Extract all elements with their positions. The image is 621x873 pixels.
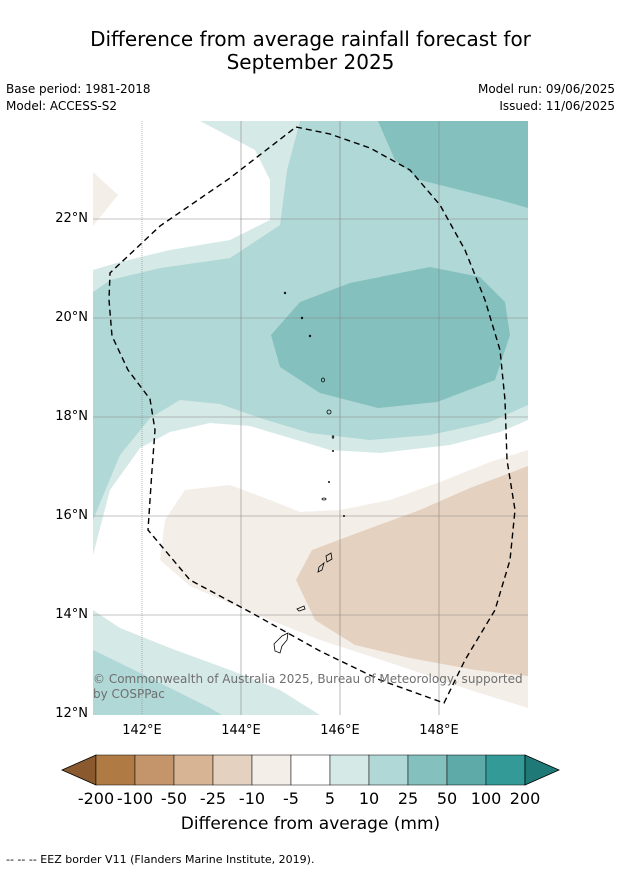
lat-label-20: 20°N	[55, 310, 88, 325]
lat-label-14: 14°N	[55, 607, 88, 622]
colorbar-tick-label: -200	[77, 789, 115, 808]
lat-label-18: 18°N	[55, 409, 88, 424]
model-run: Model run: 09/06/2025	[477, 82, 615, 96]
colorbar-extend-low	[61, 754, 97, 786]
colorbar-label: Difference from average (mm)	[180, 814, 441, 834]
copyright-notice: © Commonwealth of Australia 2025, Bureau…	[93, 672, 523, 701]
colorbar	[61, 754, 560, 786]
band-50-100-middle	[271, 267, 510, 408]
lat-label-12: 12°N	[55, 706, 88, 721]
lon-label-146: 146°E	[320, 723, 360, 738]
map-title: Difference from average rainfall forecas…	[0, 28, 621, 74]
colorbar-tick-label: -5	[283, 789, 299, 808]
band-wet-bottom	[93, 650, 222, 715]
colorbar-segment	[95, 754, 136, 786]
colorbar-segment	[407, 754, 448, 786]
title-line-2: September 2025	[226, 50, 395, 74]
lon-label-142: 142°E	[122, 723, 162, 738]
colorbar-tick-label: 200	[509, 789, 541, 808]
colorbar-segment	[446, 754, 487, 786]
colorbar-tick-label: -10	[238, 789, 266, 808]
colorbar-segment	[329, 754, 370, 786]
colorbar-tick-label: 25	[397, 789, 419, 808]
colorbar-tick-label: 10	[358, 789, 380, 808]
band-dry-10-25	[296, 466, 528, 676]
colorbar-tick-label: 5	[324, 789, 336, 808]
colorbar-segment	[134, 754, 175, 786]
colorbar-segment	[368, 754, 409, 786]
map-area	[93, 121, 528, 715]
colorbar-segment	[212, 754, 253, 786]
meta-left: Base period: 1981-2018 Model: ACCESS-S2	[6, 81, 151, 115]
colorbar-segment	[251, 754, 292, 786]
colorbar-tick-label: 50	[436, 789, 458, 808]
title-line-1: Difference from average rainfall forecas…	[90, 27, 531, 51]
issued-date: Issued: 11/06/2025	[499, 99, 615, 113]
colorbar-segment	[485, 754, 526, 786]
lat-label-16: 16°N	[55, 508, 88, 523]
colorbar-segment	[290, 754, 331, 786]
eez-border	[108, 126, 516, 704]
top-left-dry-patch	[93, 172, 118, 226]
colorbar-tick-label: 100	[470, 789, 502, 808]
colorbar-tick-label: -50	[160, 789, 188, 808]
meta-right: Model run: 09/06/2025 Issued: 11/06/2025	[478, 81, 615, 115]
lon-label-144: 144°E	[221, 723, 261, 738]
white-notch-inner	[93, 121, 270, 270]
base-period: Base period: 1981-2018	[6, 82, 151, 96]
colorbar-tick-label: -100	[116, 789, 154, 808]
colorbar-extend-high	[524, 754, 560, 786]
colorbar-tick-label: -25	[199, 789, 227, 808]
lon-label-148: 148°E	[419, 723, 459, 738]
islands	[273, 291, 345, 654]
colorbar-segment	[173, 754, 214, 786]
model-name: Model: ACCESS-S2	[6, 99, 118, 113]
eez-footnote: -- -- -- EEZ border V11 (Flanders Marine…	[6, 853, 315, 866]
lat-label-22: 22°N	[55, 211, 88, 226]
gridlines	[93, 121, 528, 715]
band-50-100-topright	[378, 121, 528, 208]
